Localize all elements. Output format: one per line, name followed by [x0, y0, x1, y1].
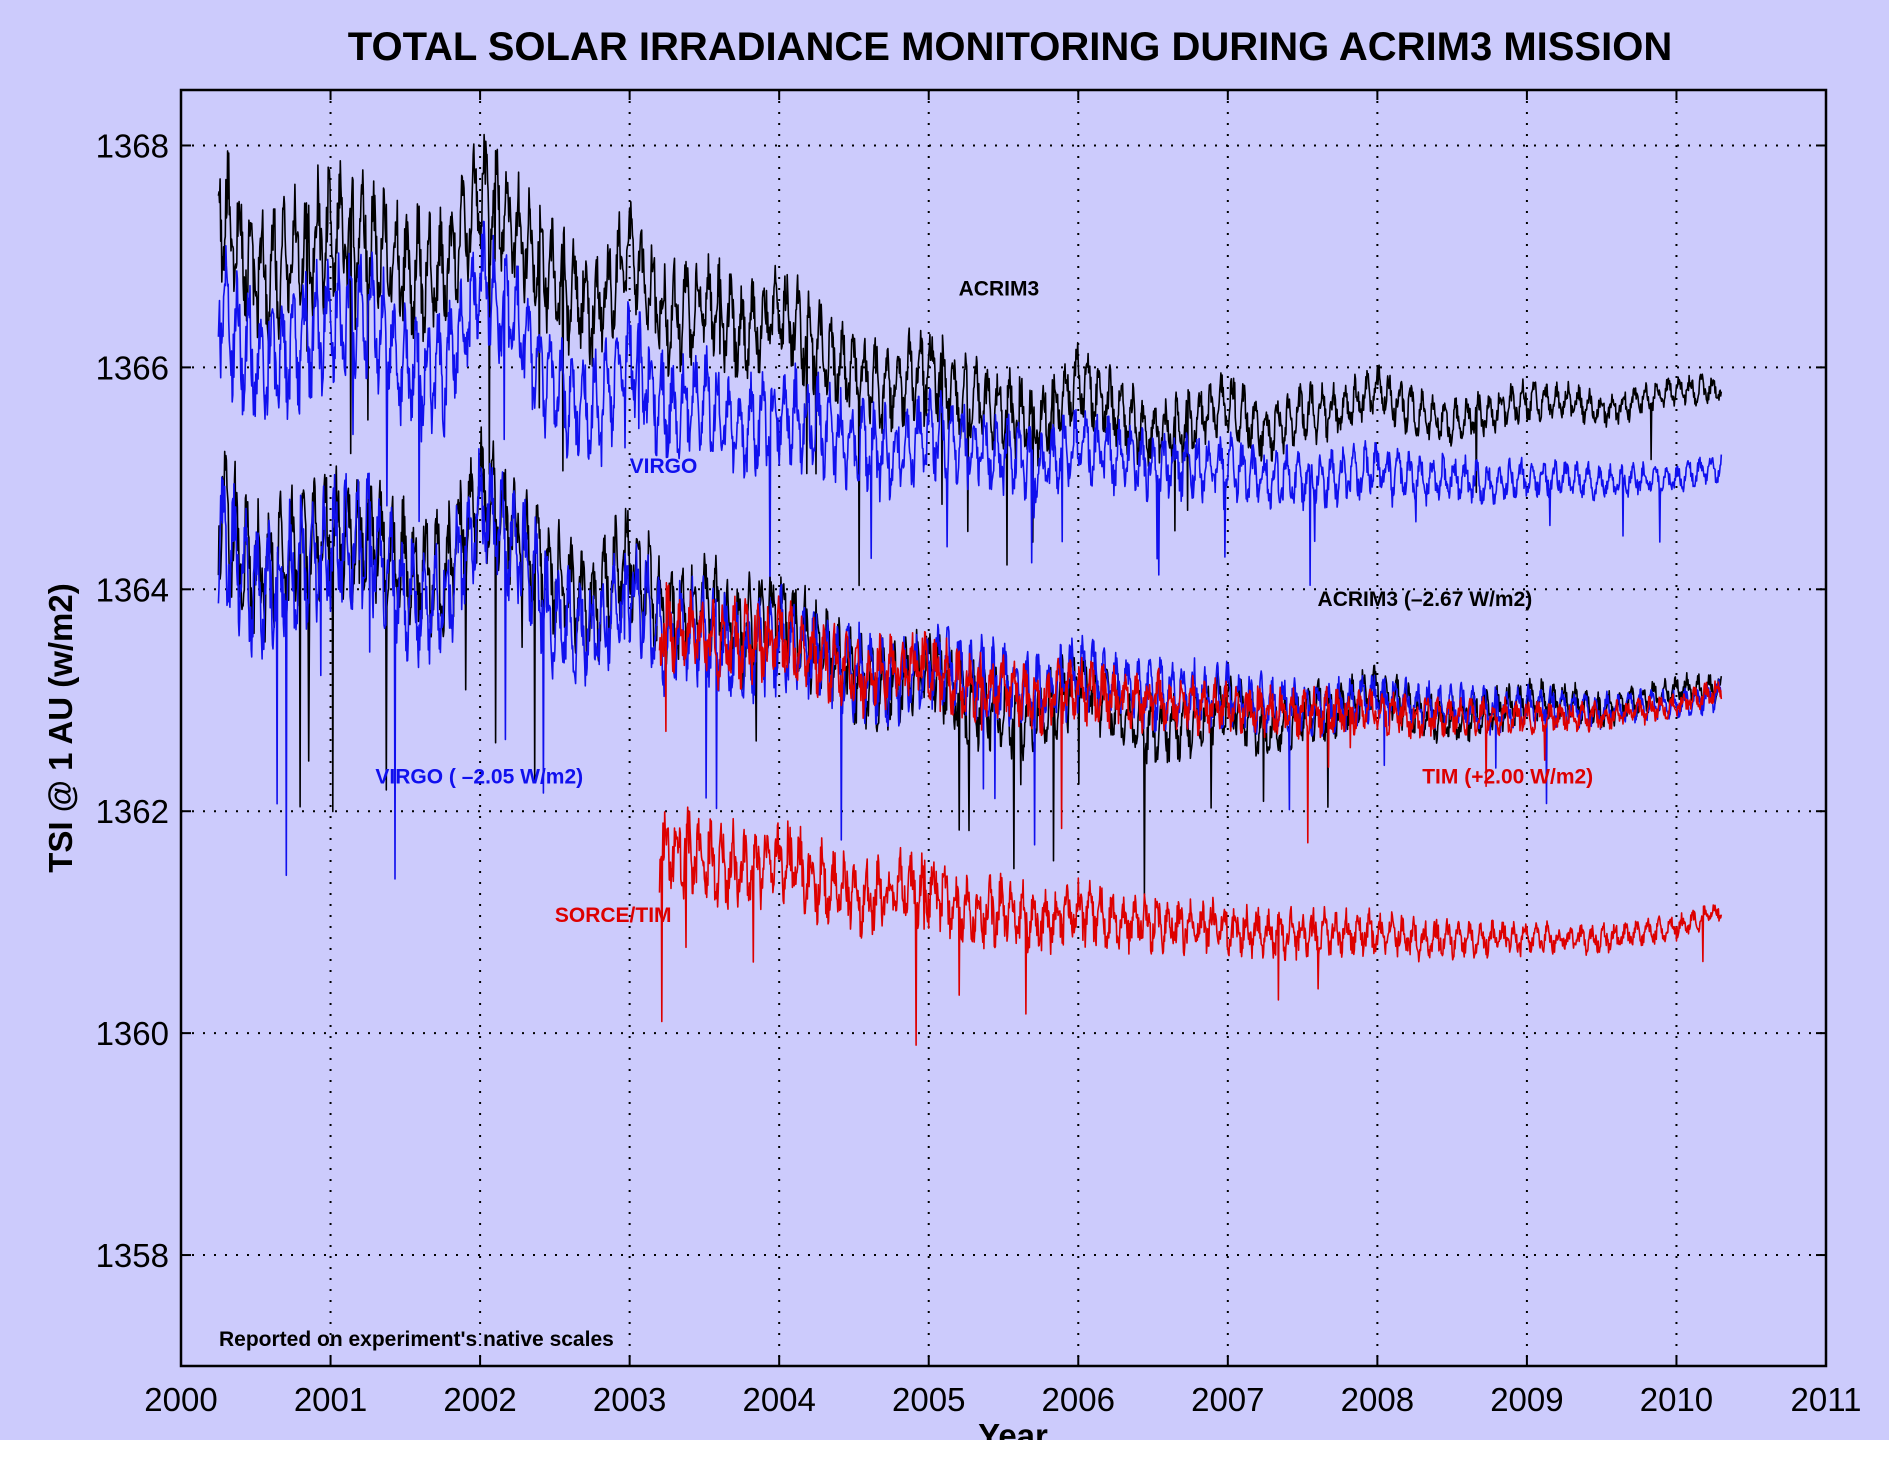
y-tick-label: 1362	[96, 793, 169, 830]
x-axis-ticks: 2000 2001 2002 2003 2004 2005 2006 2007 2008 2009…	[144, 90, 1861, 1418]
x-tick-label: 2005	[892, 1381, 965, 1418]
annotations: ACRIM3 VIRGO ACRIM3 (–2.67 W/m2) VIRGO ( –2…	[375, 277, 1593, 927]
series-line	[217, 133, 1723, 587]
x-tick-label: 2010	[1640, 1381, 1713, 1418]
y-axis-label: TSI @ 1 AU (w/m2)	[42, 583, 79, 873]
series-layer	[217, 133, 1723, 1046]
chart-title: TOTAL SOLAR IRRADIANCE MONITORING DURING…	[348, 25, 1672, 69]
x-tick-label: 2001	[294, 1381, 367, 1418]
annotation-label: TIM (+2.00 W/m2)	[1422, 765, 1593, 788]
y-tick-label: 1358	[96, 1237, 169, 1274]
x-tick-label: 2002	[443, 1381, 516, 1418]
plot-frame	[179, 88, 1828, 1368]
annotation-label: VIRGO	[630, 455, 698, 478]
x-tick-label: 2011	[1791, 1381, 1862, 1418]
series-line	[658, 806, 1723, 1046]
native-scales-note: Reported on experiment's native scales	[219, 1328, 614, 1351]
annotation-label: ACRIM3	[959, 277, 1040, 300]
series-line	[217, 220, 1723, 605]
y-tick-label: 1360	[96, 1015, 169, 1052]
x-tick-label: 2006	[1042, 1381, 1115, 1418]
x-tick-label: 2009	[1490, 1381, 1563, 1418]
annotation-label: ACRIM3 (–2.67 W/m2)	[1318, 588, 1533, 611]
series-line	[658, 581, 1723, 844]
x-tick-label: 2003	[593, 1381, 666, 1418]
annotation-label: VIRGO ( –2.05 W/m2)	[375, 765, 583, 788]
x-tick-label: 2007	[1191, 1381, 1264, 1418]
x-tick-label: 2000	[144, 1381, 217, 1418]
y-tick-label: 1366	[96, 349, 169, 386]
x-axis-label: Year	[978, 1417, 1048, 1440]
y-tick-label: 1364	[96, 571, 169, 608]
annotation-label: SORCE/TIM	[555, 904, 672, 927]
y-tick-label: 1368	[96, 127, 169, 164]
y-axis-ticks: 1358 1360 1362 1364 1366 1368	[96, 127, 1826, 1274]
x-tick-label: 2004	[742, 1381, 815, 1418]
x-tick-label: 2008	[1341, 1381, 1414, 1418]
series-line	[217, 426, 1723, 896]
